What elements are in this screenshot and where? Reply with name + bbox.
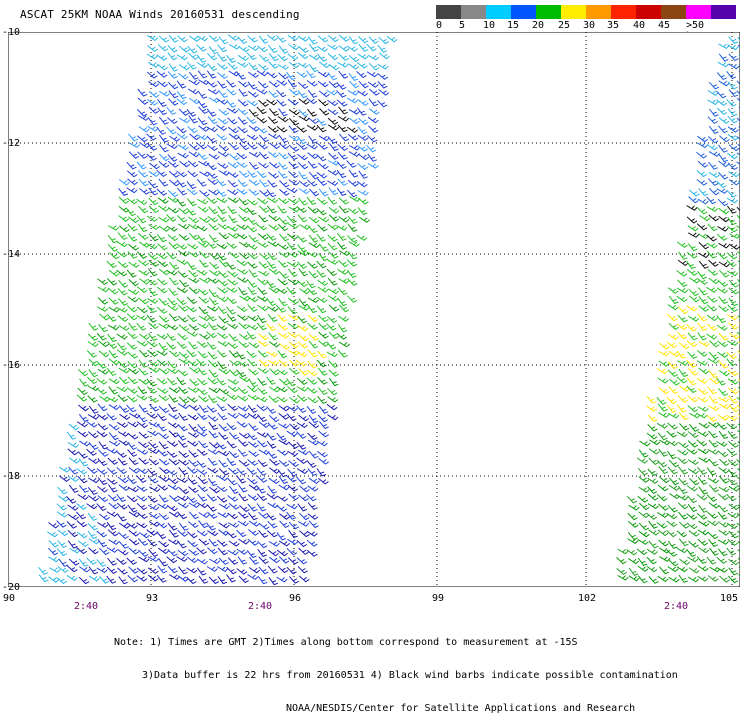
legend-label: 35 (607, 20, 619, 31)
legend-swatch (561, 5, 586, 19)
lat-label: -10 (2, 27, 20, 38)
lon-label: 99 (432, 593, 444, 604)
lon-label: 96 (289, 593, 301, 604)
legend-swatch (511, 5, 536, 19)
time-label: 2:40 (664, 601, 688, 612)
lat-label: -16 (2, 360, 20, 371)
map-title: ASCAT 25KM NOAA Winds 20160531 descendin… (20, 8, 300, 21)
legend-swatch (686, 5, 711, 19)
legend-swatch (436, 5, 461, 19)
legend-label: 10 (483, 20, 495, 31)
footnote-line: 3)Data buffer is 22 hrs from 20160531 4)… (114, 670, 678, 681)
legend-swatch (486, 5, 511, 19)
legend-swatch (586, 5, 611, 19)
lat-label: -12 (2, 138, 20, 149)
lon-label: 93 (146, 593, 158, 604)
legend-swatch (536, 5, 561, 19)
legend-label: 20 (532, 20, 544, 31)
legend-swatch (636, 5, 661, 19)
legend-label: 25 (558, 20, 570, 31)
legend-label: 15 (507, 20, 519, 31)
lat-label: -14 (2, 249, 20, 260)
lat-label: -20 (2, 582, 20, 593)
legend-label: 0 (436, 20, 442, 31)
footnote-line: Note: 1) Times are GMT 2)Times along bot… (114, 637, 678, 648)
lon-label: 102 (578, 593, 596, 604)
time-label: 2:40 (248, 601, 272, 612)
legend-label: 30 (583, 20, 595, 31)
time-label: 2:40 (74, 601, 98, 612)
footnote-line: NOAA/NESDIS/Center for Satellite Applica… (114, 703, 678, 714)
wind-speed-color-legend (436, 5, 736, 19)
legend-label: 45 (658, 20, 670, 31)
lon-label: 105 (720, 593, 738, 604)
legend-swatch (661, 5, 686, 19)
lon-label: 90 (3, 593, 15, 604)
legend-swatch (611, 5, 636, 19)
lat-label: -18 (2, 471, 20, 482)
footnotes: Note: 1) Times are GMT 2)Times along bot… (114, 615, 678, 725)
legend-swatch (461, 5, 486, 19)
legend-label: 5 (459, 20, 465, 31)
wind-barb-map (8, 32, 740, 587)
legend-swatch (711, 5, 736, 19)
legend-label: 40 (633, 20, 645, 31)
